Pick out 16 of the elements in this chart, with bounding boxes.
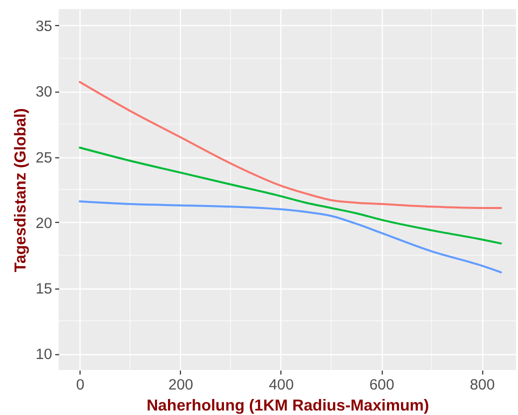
y-tick-label: 30 (36, 84, 52, 101)
x-axis-title: Naherholung (1KM Radius-Maximum) (146, 397, 430, 414)
y-tick-label: 35 (36, 19, 52, 36)
line-series (78, 146, 502, 244)
y-tick-label: 25 (36, 150, 52, 166)
y-tick-label: 20 (36, 216, 52, 232)
y-axis-title: Tagesdistanz (Global) (12, 108, 30, 272)
y-tick-label: 10 (36, 347, 52, 364)
x-tick-label: 200 (168, 377, 194, 394)
x-tick-label: 0 (76, 377, 84, 394)
line-series (78, 80, 502, 209)
x-tick-label: 400 (268, 377, 294, 394)
line-series (78, 200, 502, 274)
x-tick-label: 600 (369, 377, 394, 394)
x-tick-label: 800 (470, 377, 495, 394)
y-tick-label: 15 (36, 282, 52, 298)
